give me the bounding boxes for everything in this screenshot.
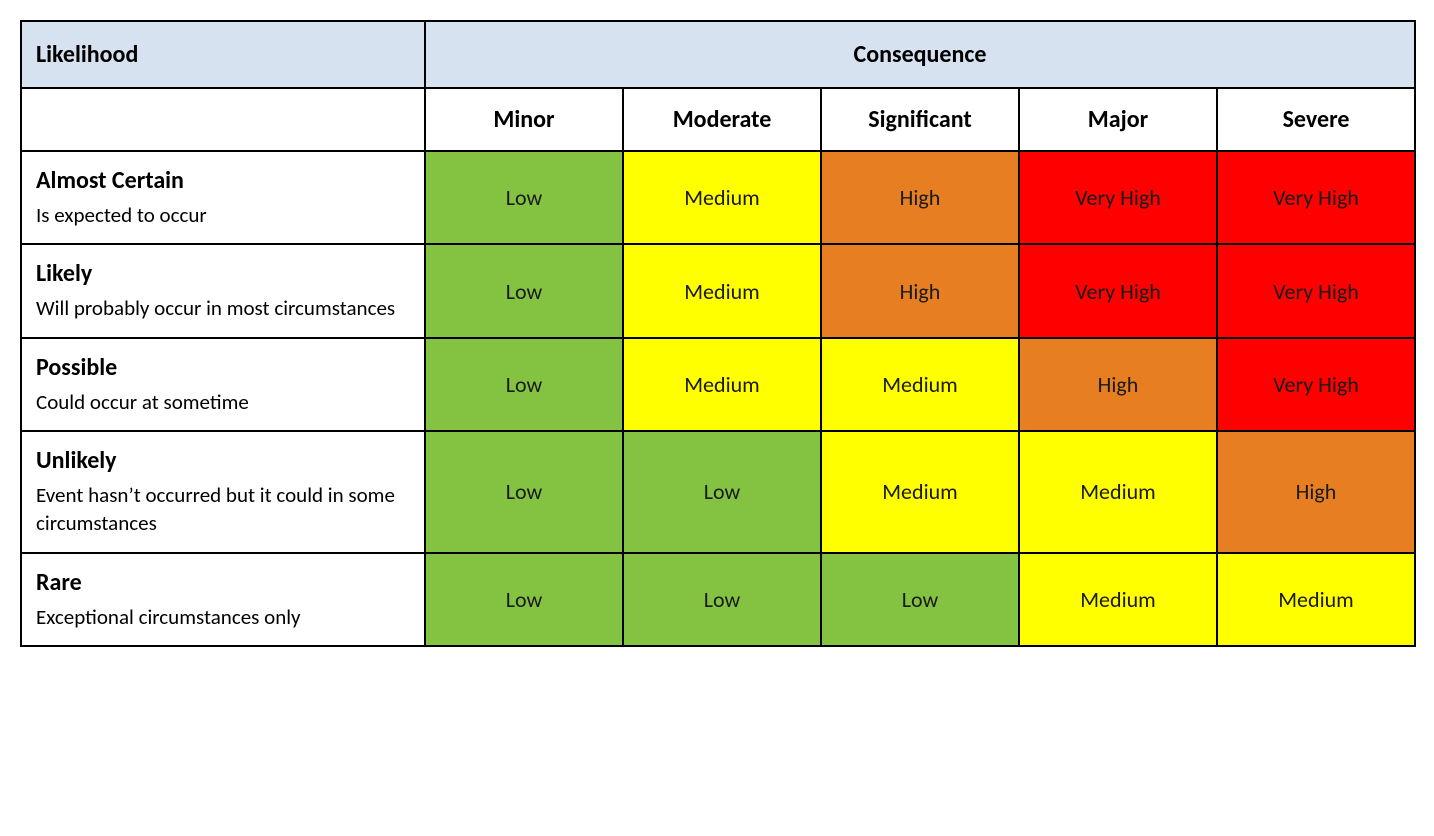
header-row-2: Minor Moderate Significant Major Severe [21,88,1415,151]
row-desc: Exceptional circumstances only [36,603,410,631]
row-title: Rare [36,568,410,597]
row-label: Likely Will probably occur in most circum… [21,244,425,337]
risk-cell: High [821,244,1019,337]
col-header-severe: Severe [1217,88,1415,151]
risk-cell: Very High [1019,244,1217,337]
table-row: Likely Will probably occur in most circum… [21,244,1415,337]
row-desc: Could occur at sometime [36,388,410,416]
table-row: Unlikely Event hasn’t occurred but it cou… [21,431,1415,553]
risk-cell: Medium [623,244,821,337]
risk-cell: Medium [1019,431,1217,553]
risk-cell: Low [425,431,623,553]
risk-cell: Very High [1019,151,1217,244]
row-label: Almost Certain Is expected to occur [21,151,425,244]
row-desc: Is expected to occur [36,201,410,229]
row-desc: Event hasn’t occurred but it could in so… [36,481,410,538]
col-header-moderate: Moderate [623,88,821,151]
risk-cell: Low [623,431,821,553]
risk-cell: Medium [1019,553,1217,646]
risk-cell: Low [425,151,623,244]
col-header-major: Major [1019,88,1217,151]
row-title: Unlikely [36,446,410,475]
risk-cell: High [1019,338,1217,431]
risk-cell: Low [425,553,623,646]
risk-cell: Medium [821,338,1019,431]
matrix-body: Almost CertainIs expected to occurLowMed… [21,151,1415,646]
table-row: PossibleCould occur at sometimeLowMedium… [21,338,1415,431]
col-header-significant: Significant [821,88,1019,151]
table-row: RareExceptional circumstances onlyLowLow… [21,553,1415,646]
risk-cell: Low [425,338,623,431]
risk-cell: Medium [623,151,821,244]
row-title: Likely [36,259,410,288]
header-empty [21,88,425,151]
risk-cell: Low [623,553,821,646]
row-label: Unlikely Event hasn’t occurred but it cou… [21,431,425,553]
row-title: Possible [36,353,410,382]
risk-cell: Low [425,244,623,337]
risk-cell: High [1217,431,1415,553]
risk-matrix-table: Likelihood Consequence Minor Moderate Si… [20,20,1416,647]
header-consequence: Consequence [425,21,1415,88]
row-label: Possible Could occur at sometime [21,338,425,431]
header-row-1: Likelihood Consequence [21,21,1415,88]
risk-cell: High [821,151,1019,244]
risk-cell: Medium [821,431,1019,553]
risk-cell: Very High [1217,338,1415,431]
risk-cell: Medium [623,338,821,431]
risk-cell: Very High [1217,151,1415,244]
risk-cell: Very High [1217,244,1415,337]
risk-cell: Medium [1217,553,1415,646]
table-row: Almost Certain Is expected to occur LowMed… [21,151,1415,244]
row-title: Almost Certain [36,166,410,195]
risk-cell: Low [821,553,1019,646]
row-desc: Will probably occur in most circumstance… [36,294,410,322]
header-likelihood: Likelihood [21,21,425,88]
col-header-minor: Minor [425,88,623,151]
row-label: Rare Exceptional circumstances only [21,553,425,646]
